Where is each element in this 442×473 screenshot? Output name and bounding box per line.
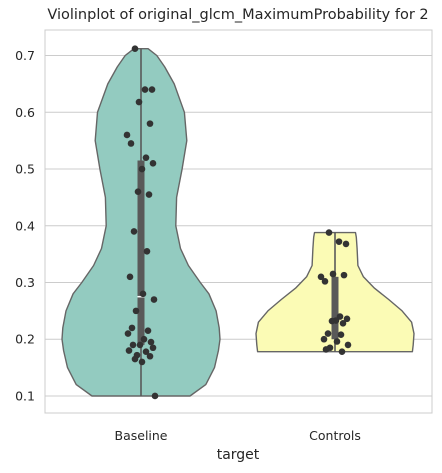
data-point	[128, 324, 136, 332]
data-point	[132, 307, 140, 315]
data-point	[131, 355, 139, 363]
data-point	[320, 335, 328, 343]
y-tick-label: 0.4	[15, 218, 35, 233]
data-point	[324, 330, 332, 337]
data-point	[138, 165, 146, 173]
data-point	[146, 352, 154, 360]
data-point	[329, 270, 337, 278]
data-point	[139, 290, 147, 298]
data-point	[321, 278, 329, 285]
y-tick-label: 0.7	[15, 48, 35, 63]
data-point	[344, 341, 352, 349]
data-point	[142, 154, 150, 161]
iqr-box-baseline	[137, 160, 145, 345]
data-point	[145, 191, 153, 198]
data-point	[138, 358, 146, 366]
data-point	[140, 335, 148, 343]
x-tick-labels: Baseline Controls	[115, 428, 361, 443]
data-point	[129, 341, 137, 349]
data-point	[148, 86, 156, 93]
data-point	[322, 346, 330, 353]
y-tick-label: 0.5	[15, 162, 35, 177]
data-point	[333, 338, 341, 345]
data-point	[124, 330, 132, 337]
data-point	[338, 348, 346, 356]
data-point	[135, 98, 143, 106]
y-tick-labels: 0.1 0.2 0.3 0.4 0.5 0.6 0.7	[15, 48, 35, 403]
data-point	[123, 131, 131, 139]
data-point	[143, 247, 151, 255]
y-tick-label: 0.2	[15, 332, 35, 347]
data-point	[317, 273, 325, 281]
x-axis-label: target	[217, 447, 260, 463]
data-point	[126, 273, 134, 281]
data-point	[151, 392, 159, 400]
data-point	[149, 344, 157, 352]
data-point	[127, 140, 135, 147]
chart-title: Violinplot of original_glcm_MaximumProba…	[47, 7, 428, 23]
data-point	[144, 327, 152, 335]
y-tick-label: 0.6	[15, 105, 35, 120]
data-point	[142, 348, 150, 356]
data-point	[342, 240, 350, 248]
data-point	[343, 315, 351, 323]
data-point	[149, 160, 157, 167]
data-point	[141, 86, 149, 93]
data-point	[328, 317, 336, 325]
violins	[61, 45, 415, 400]
data-point	[336, 313, 344, 320]
data-point	[147, 338, 155, 346]
data-point	[335, 238, 343, 245]
data-point	[134, 188, 142, 196]
x-tick-label: Baseline	[115, 428, 168, 443]
y-tick-label: 0.3	[15, 275, 35, 290]
y-tick-label: 0.1	[15, 388, 35, 403]
iqr-box-controls	[331, 276, 339, 340]
plot-frame	[44, 29, 433, 414]
data-point	[131, 45, 139, 53]
data-point	[136, 341, 144, 349]
data-point	[150, 296, 158, 303]
data-point	[340, 271, 348, 279]
data-point	[125, 347, 133, 354]
data-point	[325, 229, 333, 236]
data-point	[146, 120, 154, 127]
x-tick-label: Controls	[309, 428, 361, 443]
data-point	[130, 228, 138, 235]
data-point	[337, 331, 345, 338]
data-point	[339, 320, 347, 327]
